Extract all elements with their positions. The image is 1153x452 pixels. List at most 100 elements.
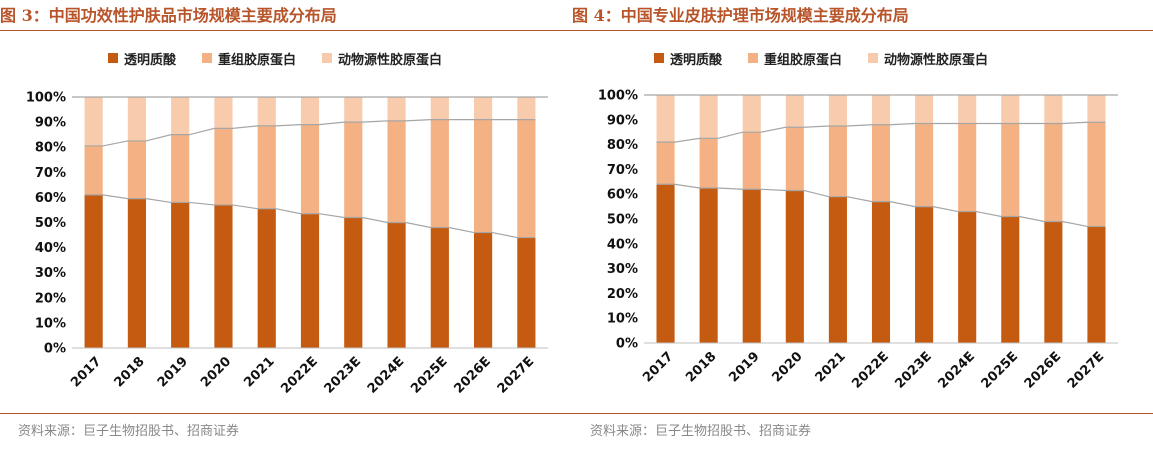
chart-legend: 透明质酸 重组胶原蛋白 动物源性胶原蛋白: [654, 48, 988, 68]
y-tick-label: 20%: [35, 291, 66, 306]
bar-segment: [127, 97, 146, 141]
y-tick-label: 70%: [607, 163, 638, 178]
bar-segment: [387, 222, 406, 348]
bar-segment: [214, 128, 233, 205]
bar-segment: [1087, 95, 1106, 123]
x-tick-label: 2021: [813, 349, 849, 385]
y-tick-label: 70%: [35, 166, 66, 181]
bar-segment: [785, 190, 804, 343]
x-tick-label: 2024E: [936, 349, 978, 391]
legend-item-series-3: 动物源性胶原蛋白: [322, 49, 442, 68]
legend-item-series-1: 透明质酸: [108, 49, 176, 68]
bar-segment: [1087, 226, 1106, 343]
chart-panel-left: 图 3：中国功效性护肤品市场规模主要成分布局 透明质酸 重组胶原蛋白 动物源性胶…: [0, 0, 572, 452]
trend-line: [656, 121, 1106, 143]
bar-segment: [344, 122, 363, 218]
bar-segment: [656, 184, 675, 343]
bar-segment: [1001, 216, 1020, 343]
x-tick-label: 2018: [112, 354, 148, 390]
bar-segment: [430, 119, 449, 228]
legend-label: 动物源性胶原蛋白: [884, 52, 989, 68]
x-tick-label: 2020: [198, 354, 234, 390]
bar-segment: [214, 97, 233, 129]
x-tick-label: 2020: [769, 349, 805, 385]
bar-segment: [1044, 221, 1063, 343]
x-tick-label: 2021: [241, 354, 277, 390]
x-tick-label: 2019: [155, 354, 191, 390]
source-divider: [0, 413, 572, 414]
x-tick-label: 2022E: [278, 354, 320, 396]
figure-title: 图 3：中国功效性护肤品市场规模主要成分布局: [0, 6, 337, 25]
x-tick-label: 2027E: [495, 354, 537, 396]
legend-swatch: [748, 53, 759, 63]
x-tick-label: 2023E: [892, 349, 934, 391]
bar-segment: [915, 123, 934, 207]
x-tick-label: 2019: [726, 349, 762, 385]
y-tick-label: 50%: [607, 213, 638, 228]
title-divider: [0, 30, 572, 31]
x-tick-label: 2025E: [979, 349, 1021, 391]
y-tick-label: 0%: [44, 342, 66, 357]
bar-segment: [300, 97, 320, 125]
bar-segment: [300, 124, 320, 214]
bar-segment: [171, 97, 190, 135]
y-tick-label: 100%: [26, 91, 66, 106]
bar-segment: [430, 97, 449, 120]
bar-segment: [742, 95, 761, 133]
stacked-bar-chart: 0%10%20%30%40%50%60%70%80%90%100%2017 201…: [598, 89, 1118, 392]
bar-segment: [1044, 95, 1063, 124]
x-tick-label: 2024E: [365, 354, 407, 396]
legend-swatch: [108, 53, 118, 63]
bar-segment: [517, 237, 536, 348]
bar-segment: [474, 232, 493, 348]
y-tick-label: 60%: [35, 191, 66, 206]
bar-segment: [785, 127, 804, 191]
x-tick-label: 2025E: [408, 354, 450, 396]
bar-segment: [344, 97, 363, 123]
x-tick-label: 2027E: [1065, 349, 1107, 391]
source-divider: [572, 413, 1153, 414]
legend-swatch: [868, 53, 879, 63]
bar-segment: [958, 123, 977, 212]
x-tick-label: 2026E: [451, 354, 493, 396]
chart-legend: 透明质酸 重组胶原蛋白 动物源性胶原蛋白: [108, 48, 442, 68]
bar-segment: [915, 206, 934, 343]
bar-segment: [656, 95, 675, 143]
bar-segment: [742, 189, 761, 343]
x-tick-label: 2017: [68, 354, 104, 390]
bar-segment: [517, 97, 536, 120]
y-tick-label: 80%: [607, 138, 638, 153]
bar-segment: [84, 97, 103, 146]
bar-segment: [474, 119, 493, 233]
legend-label: 透明质酸: [124, 52, 177, 68]
x-tick-label: 2026E: [1022, 349, 1064, 391]
bar-segment: [828, 95, 847, 126]
legend-label: 重组胶原蛋白: [218, 52, 297, 68]
trend-line: [84, 118, 536, 147]
bar-segment: [84, 145, 103, 195]
source-note: 资料来源：巨子生物招股书、招商证券: [18, 424, 240, 439]
bar-segment: [214, 204, 233, 348]
bar-segment: [699, 138, 718, 188]
bar-segment: [1087, 122, 1106, 227]
legend-item-series-3: 动物源性胶原蛋白: [868, 49, 988, 68]
legend-label: 重组胶原蛋白: [764, 52, 843, 68]
bar-segment: [785, 95, 804, 128]
y-tick-label: 90%: [607, 113, 638, 128]
bar-segment: [300, 213, 320, 348]
bar-segment: [958, 211, 977, 343]
y-tick-label: 100%: [598, 89, 638, 104]
bar-segment: [171, 134, 190, 203]
y-tick-label: 80%: [35, 141, 66, 156]
y-tick-label: 60%: [607, 188, 638, 203]
y-tick-label: 40%: [35, 241, 66, 256]
bar-segment: [958, 95, 977, 124]
y-tick-label: 30%: [607, 262, 638, 277]
y-tick-label: 50%: [35, 216, 66, 231]
legend-swatch: [202, 53, 213, 63]
bar-segment: [344, 217, 363, 348]
bar-segment: [430, 227, 449, 348]
bar-segment: [828, 196, 847, 343]
x-tick-label: 2017: [640, 349, 676, 385]
bar-segment: [127, 198, 146, 348]
